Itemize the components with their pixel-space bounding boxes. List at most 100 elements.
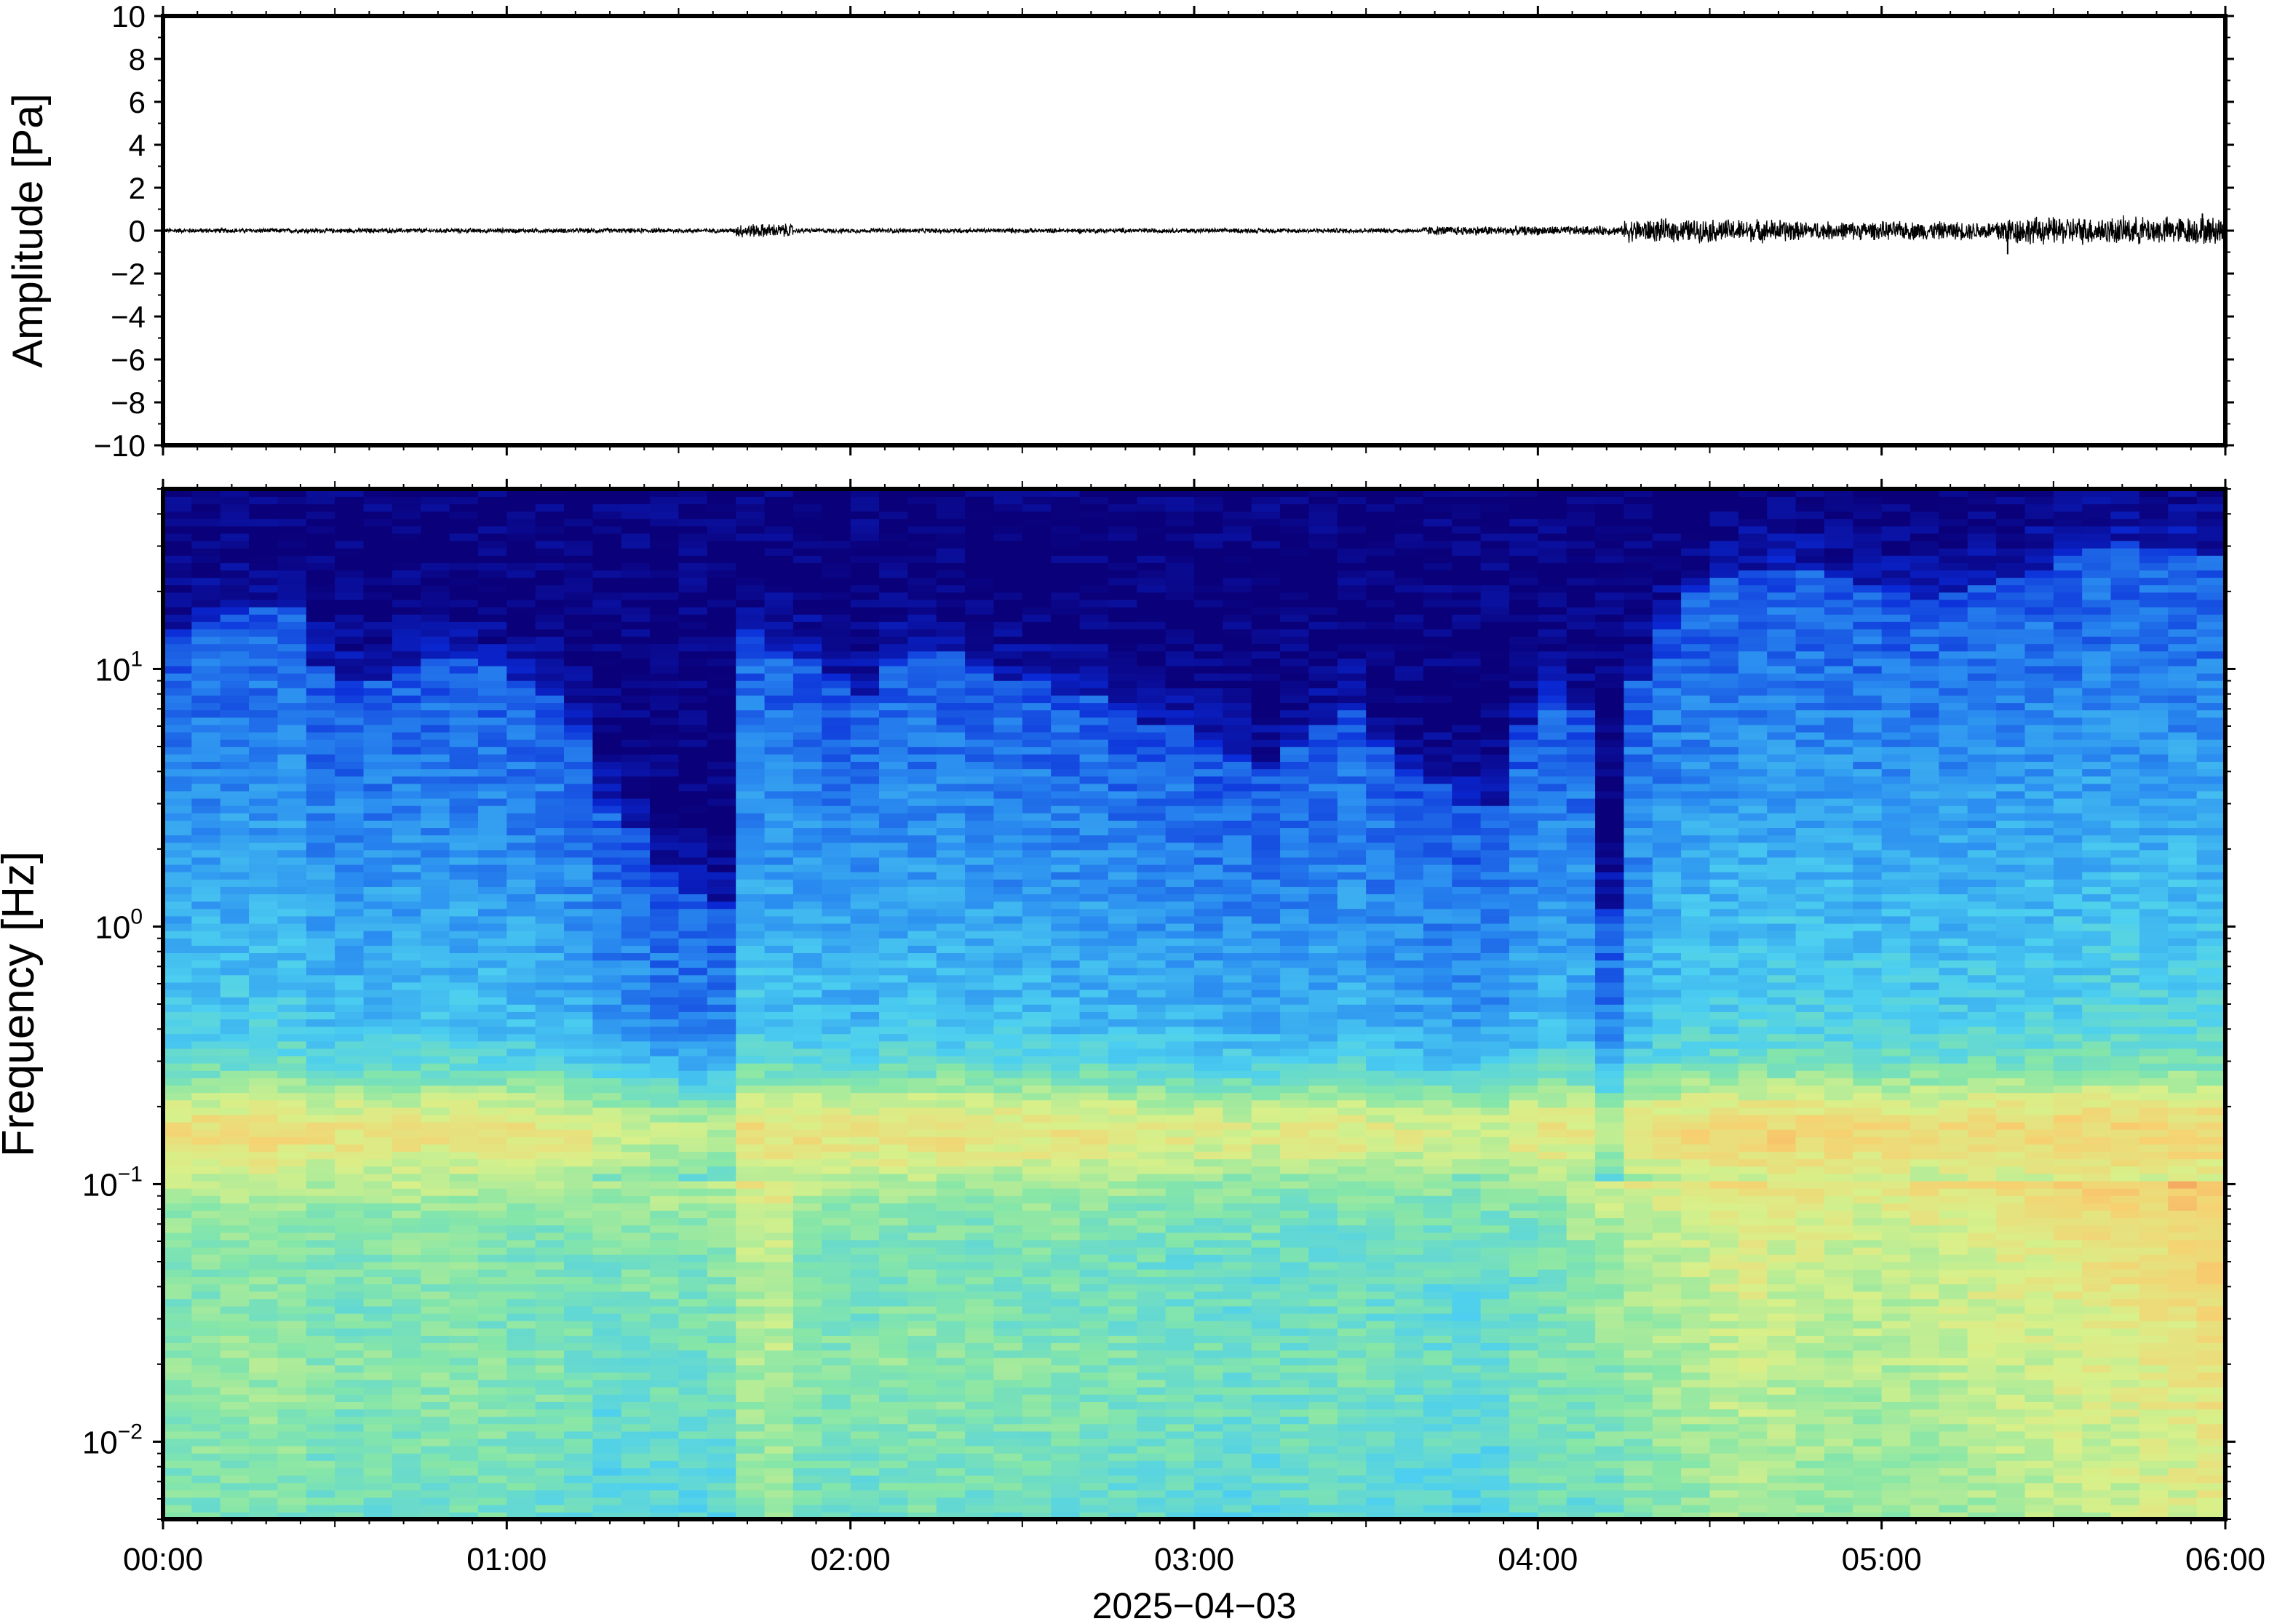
spectrogram-cell [764, 547, 794, 556]
spectrogram-cell [736, 584, 766, 593]
spectrogram-cell [477, 1320, 508, 1329]
spectrogram-cell [678, 879, 708, 887]
spectrogram-cell [477, 1335, 508, 1344]
spectrogram-cell [736, 1180, 766, 1189]
spectrogram-cell [506, 562, 536, 571]
spectrogram-cell [736, 901, 766, 909]
spectrogram-cell [1108, 1187, 1138, 1196]
spectrogram-cell [907, 650, 937, 659]
spectrogram-cell [306, 702, 335, 711]
spectrogram-cell [792, 1180, 823, 1189]
spectrogram-cell [678, 577, 708, 586]
spectrogram-cell [421, 1121, 450, 1130]
spectrogram-cell [1051, 1430, 1081, 1439]
spectrogram-cell [335, 1033, 365, 1042]
spectrogram-cell [191, 1026, 221, 1035]
spectrogram-cell [535, 1283, 565, 1292]
spectrogram-cell [1022, 1048, 1052, 1056]
spectrogram-cell [1022, 1409, 1052, 1417]
spectrogram-cell [621, 776, 651, 784]
spectrogram-cell [163, 636, 193, 645]
spectrogram-cell [277, 1269, 307, 1278]
spectrogram-cell [1108, 1379, 1138, 1388]
spectrogram-cell [1022, 1372, 1052, 1380]
spectrogram-cell [1051, 1291, 1081, 1299]
spectrogram-cell [535, 761, 565, 770]
spectrogram-cell [535, 650, 565, 659]
spectrogram-cell [650, 1217, 680, 1226]
spectrogram-cell [363, 952, 393, 961]
spectrogram-cell [822, 1144, 851, 1153]
spectrogram-cell [477, 871, 508, 880]
spectrogram-cell [792, 1195, 823, 1203]
spectrogram-cell [1079, 518, 1109, 527]
spectrogram-cell [678, 570, 708, 578]
spectrogram-cell [1079, 952, 1109, 961]
spectrogram-cell [449, 1011, 479, 1020]
spectrogram-cell [850, 1203, 880, 1211]
spectrogram-cell [707, 547, 737, 556]
spectrogram-cell [449, 747, 479, 755]
spectrogram-cell [335, 893, 365, 902]
spectrogram-cell [449, 1489, 479, 1498]
spectrogram-cell [277, 945, 307, 953]
spectrogram-cell [650, 989, 680, 998]
spectrogram-cell [249, 695, 279, 704]
spectrogram-cell [850, 989, 880, 998]
spectrogram-cell [850, 1328, 880, 1336]
spectrogram-cell [1022, 974, 1052, 983]
spectrogram-cell [707, 1158, 737, 1167]
spectrogram-cell [736, 996, 766, 1005]
spectrogram-cell [822, 613, 851, 622]
spectrogram-cell [1108, 1217, 1138, 1226]
spectrogram-cell [1108, 1438, 1138, 1446]
spectrogram-cell [792, 790, 823, 799]
spectrogram-cell [564, 1210, 594, 1219]
spectrogram-cell [707, 996, 737, 1005]
spectrogram-cell [707, 511, 737, 520]
spectrogram-cell [277, 665, 307, 674]
spectrogram-cell [191, 1114, 221, 1123]
spectrogram-cell [936, 754, 966, 763]
spectrogram-cell [1079, 1121, 1109, 1130]
spectrogram-cell [822, 717, 851, 725]
spectrogram-cell [506, 1386, 536, 1395]
spectrogram-cell [277, 1489, 307, 1498]
spectrogram-cell [936, 923, 966, 931]
spectrogram-cell [1137, 1291, 1167, 1299]
spectrogram-cell [277, 518, 307, 527]
spectrogram-cell [1051, 1305, 1081, 1314]
spectrogram-cell [1051, 1445, 1081, 1454]
spectrogram-cell [650, 1262, 680, 1270]
spectrogram-cell [363, 1151, 393, 1160]
spectrogram-cell [792, 613, 823, 622]
spectrogram-cell [249, 629, 279, 637]
spectrogram-cell [965, 1225, 995, 1233]
spectrogram-cell [650, 584, 680, 593]
spectrogram-cell [621, 570, 651, 578]
spectrogram-cell [220, 1394, 250, 1402]
spectrogram-cell [936, 783, 966, 792]
spectrogram-cell [163, 1262, 193, 1270]
spectrogram-cell [191, 827, 221, 836]
spectrogram-cell [506, 1114, 536, 1123]
spectrogram-cell [879, 1092, 909, 1101]
spectrogram-cell [191, 1137, 221, 1145]
spectrogram-cell [650, 1283, 680, 1292]
spectrogram-cell [592, 915, 622, 924]
spectrogram-cell [879, 1062, 909, 1071]
spectrogram-cell [363, 967, 393, 976]
spectrogram-cell [965, 776, 995, 784]
spectrogram-cell [592, 1121, 622, 1130]
spectrogram-cell [506, 1305, 536, 1314]
spectrogram-cell [477, 982, 508, 990]
spectrogram-cell [965, 842, 995, 851]
spectrogram-cell [392, 1217, 422, 1226]
spectrogram-cell [535, 901, 565, 909]
spectrogram-cell [965, 1475, 995, 1484]
spectrogram-cell [249, 1114, 279, 1123]
spectrogram-cell [678, 923, 708, 931]
spectrogram-cell [1137, 1497, 1167, 1505]
spectrogram-cell [736, 702, 766, 711]
spectrogram-cell [936, 672, 966, 681]
